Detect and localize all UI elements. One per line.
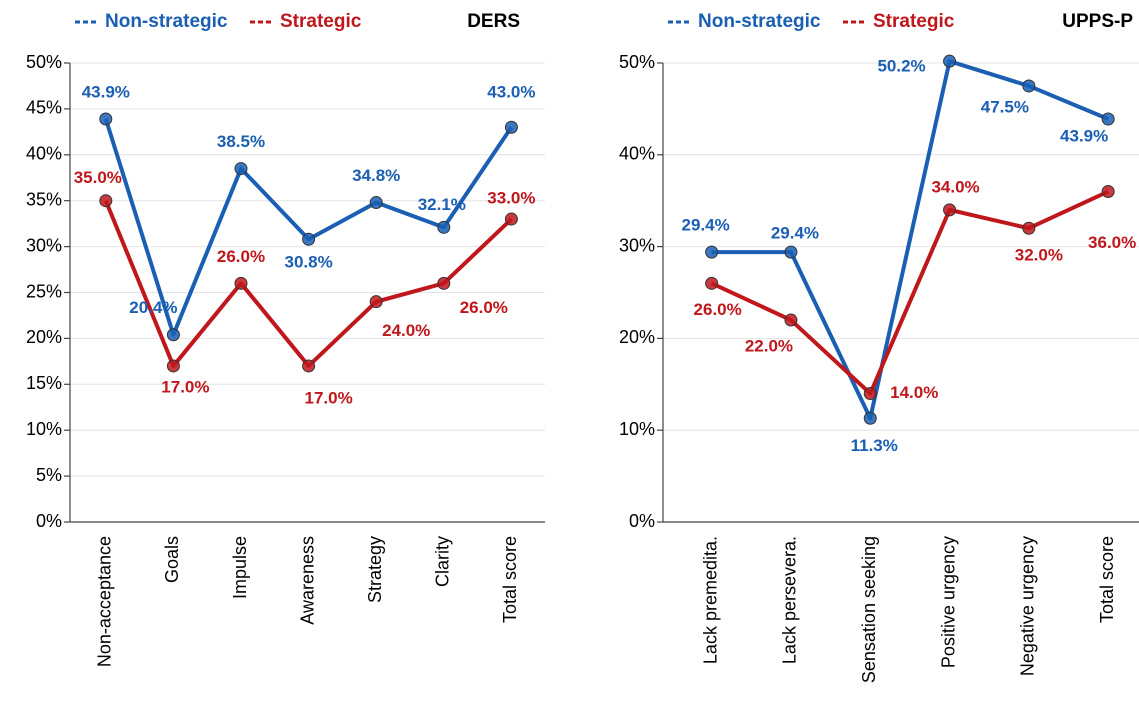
y-tick-label: 40%	[26, 144, 62, 164]
legend-label: Strategic	[873, 11, 955, 32]
point	[234, 276, 248, 290]
x-tick-label: Lack premedita.	[700, 536, 720, 664]
series-line	[710, 189, 1109, 396]
x-tick-label: Awareness	[297, 536, 317, 625]
data-label: 32.1%	[418, 195, 466, 214]
data-label: 30.8%	[284, 253, 332, 272]
point	[302, 359, 316, 373]
data-label: 22.0%	[745, 337, 793, 356]
series-line	[103, 199, 513, 368]
data-label: 32.0%	[1015, 246, 1063, 265]
y-tick-label: 10%	[26, 419, 62, 439]
data-label: 35.0%	[74, 168, 122, 187]
x-tick-label: Positive urgency	[938, 536, 958, 668]
point	[863, 411, 877, 425]
data-label: 26.0%	[217, 247, 265, 266]
data-label: 17.0%	[304, 388, 352, 407]
y-tick-label: 50%	[619, 52, 655, 72]
legend-label: Strategic	[280, 11, 362, 32]
legend-label: Non-strategic	[105, 11, 228, 32]
point	[504, 212, 518, 226]
point	[1101, 112, 1115, 126]
y-tick-label: 0%	[629, 511, 655, 531]
data-label: 24.0%	[382, 321, 430, 340]
point	[369, 295, 383, 309]
y-tick-label: 35%	[26, 189, 62, 209]
series-line	[711, 59, 1109, 421]
y-tick-label: 40%	[619, 144, 655, 164]
data-label: 34.8%	[352, 166, 400, 185]
y-tick-label: 5%	[36, 465, 62, 485]
data-label: 14.0%	[890, 383, 938, 402]
point	[166, 328, 180, 342]
y-tick-label: 0%	[36, 511, 62, 531]
data-label: 36.0%	[1088, 233, 1136, 252]
data-label: 26.0%	[460, 298, 508, 317]
data-label: 29.4%	[771, 224, 819, 243]
x-tick-label: Total score	[500, 536, 520, 623]
data-label: 43.0%	[487, 83, 535, 102]
x-tick-label: Total score	[1097, 536, 1117, 623]
point	[943, 54, 957, 68]
point	[1101, 185, 1115, 199]
x-tick-label: Goals	[162, 536, 182, 583]
data-label: 17.0%	[161, 377, 209, 396]
data-label: 20.4%	[129, 298, 177, 317]
point	[705, 245, 719, 259]
data-label: 34.0%	[931, 177, 979, 196]
y-tick-label: 20%	[26, 327, 62, 347]
point	[1022, 79, 1036, 93]
point	[705, 276, 719, 290]
point	[302, 232, 316, 246]
point	[437, 220, 451, 234]
point	[784, 313, 798, 327]
y-tick-label: 45%	[26, 98, 62, 118]
y-tick-label: 20%	[619, 327, 655, 347]
chart-title: DERS	[467, 11, 520, 32]
point	[863, 386, 877, 400]
data-label: 26.0%	[694, 300, 742, 319]
point	[943, 203, 957, 217]
y-tick-label: 10%	[619, 419, 655, 439]
point	[99, 194, 113, 208]
point	[166, 359, 180, 373]
x-tick-label: Strategy	[365, 536, 385, 603]
x-tick-label: Negative urgency	[1018, 536, 1038, 676]
data-label: 11.3%	[851, 436, 898, 455]
point	[99, 112, 113, 126]
data-label: 50.2%	[877, 57, 925, 76]
data-label: 43.9%	[1060, 126, 1108, 145]
legend-label: Non-strategic	[698, 11, 821, 32]
x-tick-label: Clarity	[433, 536, 453, 587]
point	[504, 120, 518, 134]
data-label: 29.4%	[682, 216, 730, 235]
y-tick-label: 30%	[619, 235, 655, 255]
point	[234, 162, 248, 176]
y-tick-label: 15%	[26, 373, 62, 393]
point	[784, 245, 798, 259]
data-label: 43.9%	[82, 82, 130, 101]
data-label: 47.5%	[981, 97, 1029, 116]
chart-title: UPPS-P	[1062, 11, 1133, 32]
x-tick-label: Sensation seeking	[859, 536, 879, 683]
point	[1022, 221, 1036, 235]
point	[437, 276, 451, 290]
point	[369, 196, 383, 210]
data-label: 33.0%	[487, 189, 535, 208]
y-tick-label: 30%	[26, 235, 62, 255]
data-label: 38.5%	[217, 132, 265, 151]
y-tick-label: 50%	[26, 52, 62, 72]
x-tick-label: Non-acceptance	[95, 536, 115, 667]
x-tick-label: Lack persevera.	[780, 536, 800, 664]
x-tick-label: Impulse	[230, 536, 250, 599]
y-tick-label: 25%	[26, 281, 62, 301]
